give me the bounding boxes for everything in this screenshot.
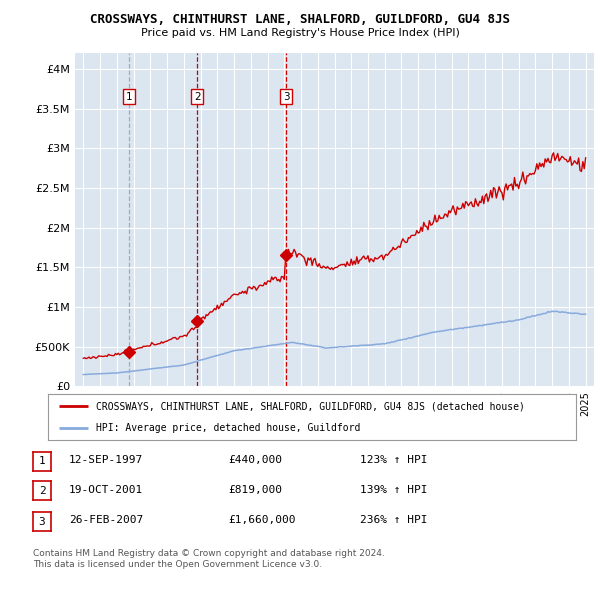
Text: HPI: Average price, detached house, Guildford: HPI: Average price, detached house, Guil… — [95, 423, 360, 433]
Text: £440,000: £440,000 — [228, 455, 282, 465]
Text: £819,000: £819,000 — [228, 485, 282, 494]
Text: 2: 2 — [194, 92, 200, 101]
Text: 123% ↑ HPI: 123% ↑ HPI — [360, 455, 427, 465]
Text: 2: 2 — [38, 486, 46, 496]
Text: 3: 3 — [38, 517, 46, 526]
Text: 1: 1 — [125, 92, 132, 101]
Text: Contains HM Land Registry data © Crown copyright and database right 2024.: Contains HM Land Registry data © Crown c… — [33, 549, 385, 558]
Text: Price paid vs. HM Land Registry's House Price Index (HPI): Price paid vs. HM Land Registry's House … — [140, 28, 460, 38]
Text: CROSSWAYS, CHINTHURST LANE, SHALFORD, GUILDFORD, GU4 8JS (detached house): CROSSWAYS, CHINTHURST LANE, SHALFORD, GU… — [95, 401, 524, 411]
Text: 26-FEB-2007: 26-FEB-2007 — [69, 516, 143, 525]
Text: 1: 1 — [38, 457, 46, 466]
Text: 236% ↑ HPI: 236% ↑ HPI — [360, 516, 427, 525]
Text: 12-SEP-1997: 12-SEP-1997 — [69, 455, 143, 465]
Text: 139% ↑ HPI: 139% ↑ HPI — [360, 485, 427, 494]
Text: This data is licensed under the Open Government Licence v3.0.: This data is licensed under the Open Gov… — [33, 560, 322, 569]
Text: 3: 3 — [283, 92, 290, 101]
Text: 19-OCT-2001: 19-OCT-2001 — [69, 485, 143, 494]
Text: £1,660,000: £1,660,000 — [228, 516, 296, 525]
Text: CROSSWAYS, CHINTHURST LANE, SHALFORD, GUILDFORD, GU4 8JS: CROSSWAYS, CHINTHURST LANE, SHALFORD, GU… — [90, 13, 510, 26]
